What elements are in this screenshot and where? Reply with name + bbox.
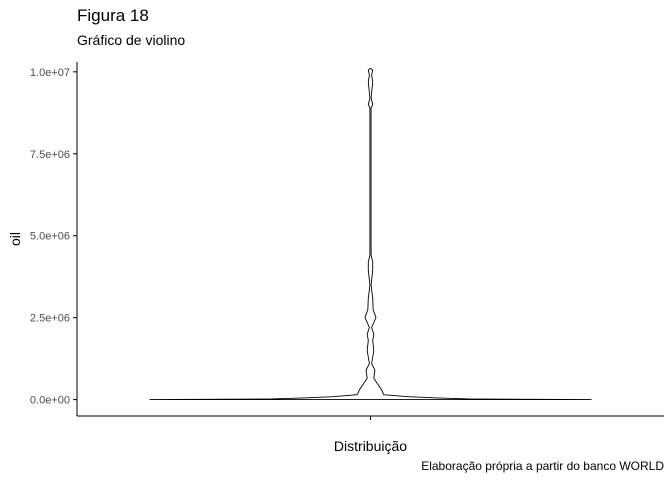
y-axis: 0.0e+00 2.5e+06 5.0e+06 7.5e+06 1.0e+07 <box>30 62 78 416</box>
chart-title: Figura 18 <box>77 6 149 25</box>
y-tick-label: 7.5e+06 <box>30 149 70 161</box>
y-tick-label: 5.0e+06 <box>30 231 70 243</box>
y-tick-label: 0.0e+00 <box>30 395 70 407</box>
y-tick-label: 1.0e+07 <box>30 67 70 79</box>
x-axis-title: Distribuição <box>334 438 407 454</box>
violin-shape <box>149 68 592 401</box>
y-axis-title: oil <box>7 232 23 246</box>
chart-caption: Elaboração própria a partir do banco WOR… <box>421 459 664 473</box>
y-tick-label: 2.5e+06 <box>30 313 70 325</box>
x-axis <box>77 415 664 420</box>
chart-subtitle: Gráfico de violino <box>77 32 186 48</box>
